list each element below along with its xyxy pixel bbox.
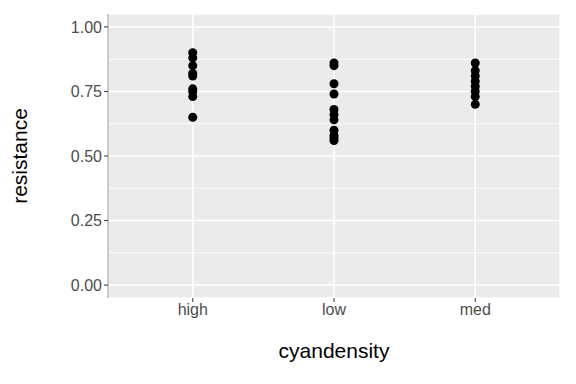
svg-text:med: med bbox=[460, 301, 491, 318]
svg-text:0.75: 0.75 bbox=[71, 83, 102, 100]
svg-text:1.00: 1.00 bbox=[71, 19, 102, 36]
svg-text:resistance: resistance bbox=[8, 108, 31, 204]
svg-text:0.00: 0.00 bbox=[71, 277, 102, 294]
svg-text:0.50: 0.50 bbox=[71, 148, 102, 165]
svg-text:0.25: 0.25 bbox=[71, 212, 102, 229]
svg-text:cyandensity: cyandensity bbox=[279, 339, 390, 362]
svg-text:low: low bbox=[322, 301, 346, 318]
svg-text:high: high bbox=[178, 301, 208, 318]
